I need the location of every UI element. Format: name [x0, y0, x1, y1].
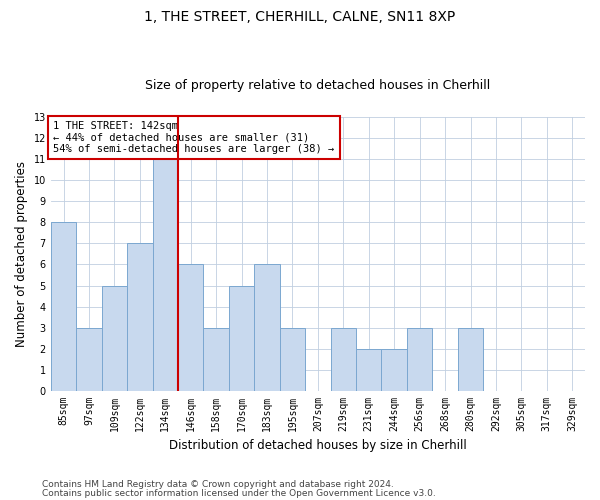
Bar — [76, 328, 101, 391]
Bar — [407, 328, 433, 391]
Text: 1, THE STREET, CHERHILL, CALNE, SN11 8XP: 1, THE STREET, CHERHILL, CALNE, SN11 8XP — [145, 10, 455, 24]
Bar — [331, 328, 356, 391]
X-axis label: Distribution of detached houses by size in Cherhill: Distribution of detached houses by size … — [169, 440, 467, 452]
Bar — [178, 264, 203, 391]
Bar — [280, 328, 305, 391]
Bar — [356, 349, 382, 391]
Bar — [254, 264, 280, 391]
Y-axis label: Number of detached properties: Number of detached properties — [15, 161, 28, 347]
Bar — [152, 159, 178, 391]
Bar — [382, 349, 407, 391]
Title: Size of property relative to detached houses in Cherhill: Size of property relative to detached ho… — [145, 79, 491, 92]
Bar — [127, 244, 152, 391]
Text: Contains HM Land Registry data © Crown copyright and database right 2024.: Contains HM Land Registry data © Crown c… — [42, 480, 394, 489]
Bar — [51, 222, 76, 391]
Text: Contains public sector information licensed under the Open Government Licence v3: Contains public sector information licen… — [42, 488, 436, 498]
Text: 1 THE STREET: 142sqm
← 44% of detached houses are smaller (31)
54% of semi-detac: 1 THE STREET: 142sqm ← 44% of detached h… — [53, 121, 335, 154]
Bar — [203, 328, 229, 391]
Bar — [229, 286, 254, 391]
Bar — [101, 286, 127, 391]
Bar — [458, 328, 483, 391]
